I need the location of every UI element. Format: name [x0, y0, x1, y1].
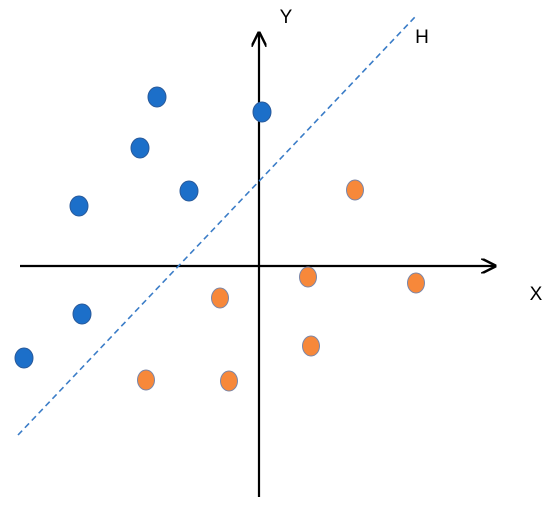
y-axis-label: Y — [280, 7, 293, 28]
blue-point — [130, 137, 150, 159]
blue-point — [179, 180, 199, 202]
hyperplane-label: H — [415, 27, 429, 48]
orange-point — [211, 287, 229, 309]
orange-point — [302, 335, 320, 357]
blue-point — [72, 303, 92, 325]
orange-point — [299, 266, 317, 288]
blue-point — [252, 101, 272, 123]
blue-point — [69, 195, 89, 217]
orange-point — [407, 272, 425, 294]
blue-point — [14, 347, 34, 369]
hyperplane — [17, 16, 416, 436]
orange-point — [346, 179, 364, 201]
orange-point — [137, 369, 155, 391]
x-axis-label: X — [530, 284, 543, 305]
blue-point — [147, 86, 167, 108]
orange-point — [220, 370, 238, 392]
